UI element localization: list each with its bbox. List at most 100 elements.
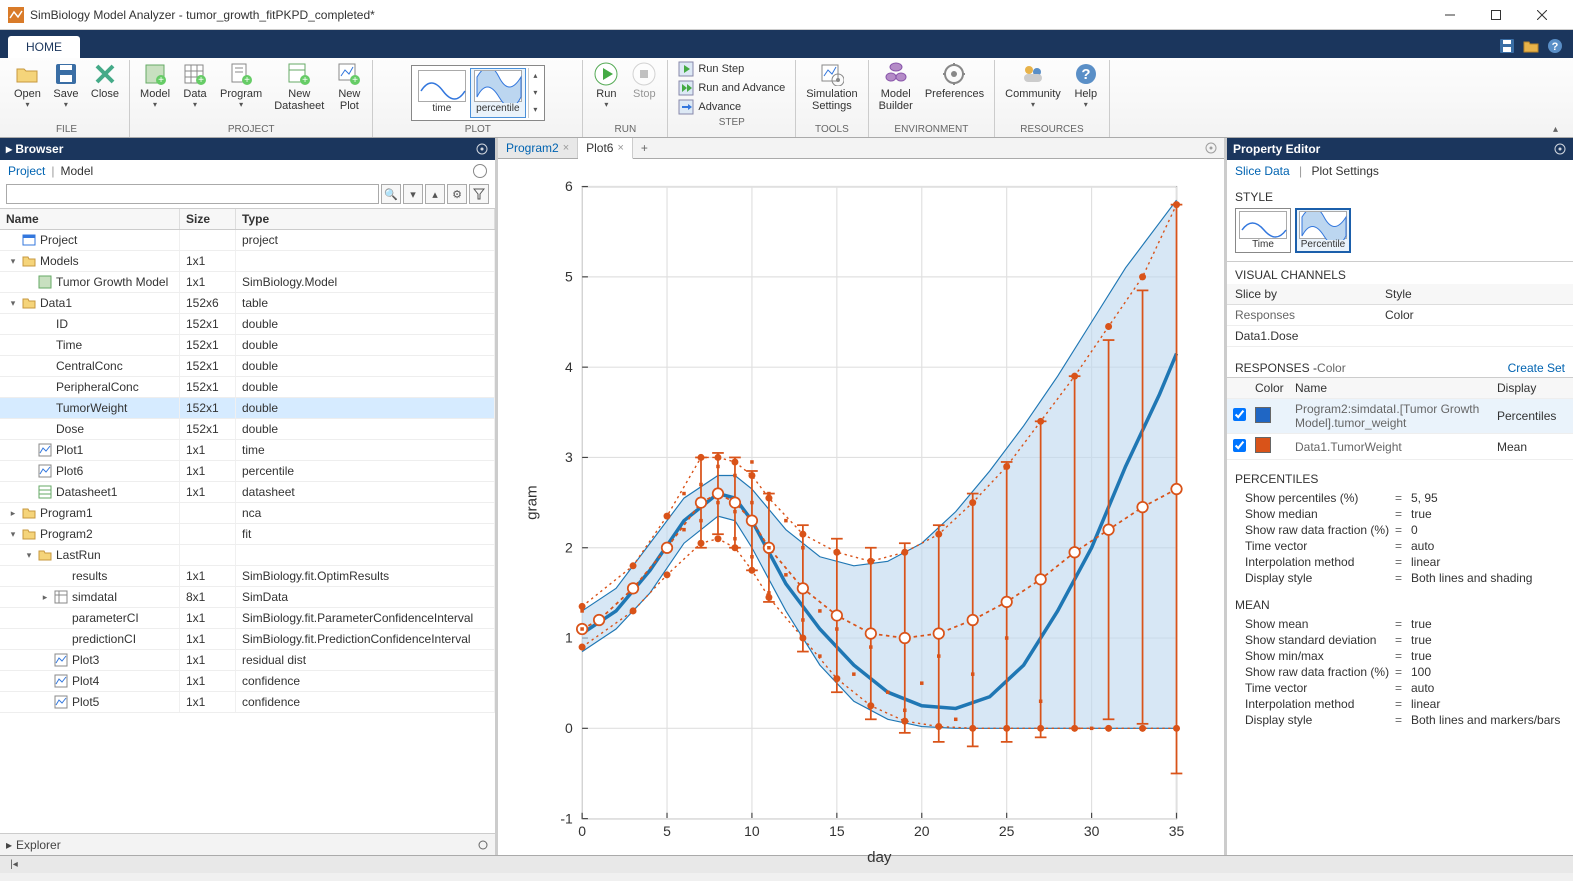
ribbon-collapse-icon[interactable]: ▴ xyxy=(1553,124,1558,135)
vc-row-dose[interactable]: Data1.Dose xyxy=(1227,326,1573,347)
gallery-percentile[interactable]: percentile xyxy=(470,68,526,118)
plot-area[interactable]: 05101520253035-10123456daygram xyxy=(498,159,1224,881)
browser-row[interactable]: ▸Program1nca xyxy=(0,503,495,524)
property-row[interactable]: Time vector=auto xyxy=(1235,680,1565,696)
close-button[interactable] xyxy=(1519,0,1565,30)
filter-dropdown-icon[interactable]: ▾ xyxy=(403,184,423,204)
property-row[interactable]: Show min/max=true xyxy=(1235,648,1565,664)
browser-row[interactable]: Plot11x1time xyxy=(0,440,495,461)
vc-row-responses[interactable]: ResponsesColor xyxy=(1227,305,1573,326)
gallery-time[interactable]: time xyxy=(414,68,470,118)
property-row[interactable]: Display style=Both lines and markers/bar… xyxy=(1235,712,1565,728)
browser-row[interactable]: Projectproject xyxy=(0,230,495,251)
save-button[interactable]: Save▾ xyxy=(49,60,83,111)
advance-button[interactable]: Advance xyxy=(674,98,789,116)
property-row[interactable]: Show mean=true xyxy=(1235,616,1565,632)
browser-row[interactable]: PeripheralConc152x1double xyxy=(0,377,495,398)
help-icon[interactable]: ? xyxy=(1547,38,1563,54)
explorer-gear-icon[interactable] xyxy=(477,839,489,851)
response-row[interactable]: Data1.TumorWeightMean xyxy=(1227,434,1573,460)
browser-tab-model[interactable]: Model xyxy=(60,164,93,178)
data-button[interactable]: +Data▾ xyxy=(178,60,212,111)
simulation-settings-button[interactable]: Simulation Settings xyxy=(802,60,861,114)
filter-up-icon[interactable]: ▴ xyxy=(425,184,445,204)
filter-funnel-icon[interactable] xyxy=(469,184,489,204)
pe-tab-plot[interactable]: Plot Settings xyxy=(1312,164,1379,178)
browser-search-input[interactable] xyxy=(6,184,379,204)
close-icon[interactable]: × xyxy=(617,142,623,154)
property-row[interactable]: Show raw data fraction (%)=100 xyxy=(1235,664,1565,680)
explorer-bar[interactable]: ▸Explorer xyxy=(0,833,495,855)
browser-row[interactable]: Plot41x1confidence xyxy=(0,671,495,692)
browser-row[interactable]: ▸simdataI8x1SimData xyxy=(0,587,495,608)
community-button[interactable]: Community▾ xyxy=(1001,60,1065,111)
property-row[interactable]: Display style=Both lines and shading xyxy=(1235,570,1565,586)
create-set-link[interactable]: Create Set xyxy=(1508,361,1565,375)
browser-row[interactable]: Tumor Growth Model1x1SimBiology.Model xyxy=(0,272,495,293)
tree-twisty-icon[interactable]: ▸ xyxy=(40,592,50,603)
run-advance-button[interactable]: Run and Advance xyxy=(674,79,789,97)
browser-row[interactable]: Plot51x1confidence xyxy=(0,692,495,713)
response-checkbox[interactable] xyxy=(1233,439,1246,452)
help-button[interactable]: ?Help▾ xyxy=(1069,60,1103,111)
tree-twisty-icon[interactable]: ▾ xyxy=(8,256,18,267)
browser-tab-project[interactable]: Project xyxy=(8,164,45,178)
property-row[interactable]: Show standard deviation=true xyxy=(1235,632,1565,648)
filter-settings-icon[interactable]: ⚙ xyxy=(447,184,467,204)
style-time-button[interactable]: Time xyxy=(1235,208,1291,253)
add-tab-button[interactable]: + xyxy=(633,138,656,158)
browser-row[interactable]: ▾Program2fit xyxy=(0,524,495,545)
model-builder-button[interactable]: Model Builder xyxy=(875,60,917,114)
tree-twisty-icon[interactable]: ▸ xyxy=(8,508,18,519)
color-swatch[interactable] xyxy=(1255,407,1271,423)
response-row[interactable]: Program2:simdataI.[Tumor Growth Model].t… xyxy=(1227,399,1573,434)
browser-row[interactable]: ▾Models1x1 xyxy=(0,251,495,272)
browser-row[interactable]: Plot31x1residual dist xyxy=(0,650,495,671)
model-button[interactable]: +Model▾ xyxy=(136,60,174,111)
preferences-button[interactable]: Preferences xyxy=(921,60,988,102)
style-percentile-button[interactable]: Percentile xyxy=(1295,208,1351,253)
home-tab[interactable]: HOME xyxy=(8,36,80,58)
browser-row[interactable]: Dose152x1double xyxy=(0,419,495,440)
browser-row[interactable]: results1x1SimBiology.fit.OptimResults xyxy=(0,566,495,587)
maximize-button[interactable] xyxy=(1473,0,1519,30)
browser-row[interactable]: Time152x1double xyxy=(0,335,495,356)
browser-row[interactable]: Datasheet11x1datasheet xyxy=(0,482,495,503)
browser-row[interactable]: Plot61x1percentile xyxy=(0,461,495,482)
browser-row[interactable]: CentralConc152x1double xyxy=(0,356,495,377)
gallery-scroll[interactable]: ▴▾▾ xyxy=(528,68,542,118)
doc-settings-icon[interactable] xyxy=(1204,141,1218,155)
property-row[interactable]: Show raw data fraction (%)=0 xyxy=(1235,522,1565,538)
pe-tab-slice[interactable]: Slice Data xyxy=(1235,164,1290,178)
browser-row[interactable]: TumorWeight152x1double xyxy=(0,398,495,419)
property-row[interactable]: Show median=true xyxy=(1235,506,1565,522)
browser-row[interactable]: ▾LastRun xyxy=(0,545,495,566)
status-prev-icon[interactable]: |◂ xyxy=(6,858,22,872)
response-checkbox[interactable] xyxy=(1233,408,1246,421)
panel-gear-icon[interactable] xyxy=(475,142,489,156)
minimize-button[interactable] xyxy=(1427,0,1473,30)
browser-row[interactable]: ID152x1double xyxy=(0,314,495,335)
tree-twisty-icon[interactable]: ▾ xyxy=(8,298,18,309)
property-row[interactable]: Interpolation method=linear xyxy=(1235,696,1565,712)
color-swatch[interactable] xyxy=(1255,437,1271,453)
doc-tab-program2[interactable]: Program2× xyxy=(498,138,578,158)
run-step-button[interactable]: Run Step xyxy=(674,60,789,78)
new-plot-button[interactable]: +New Plot xyxy=(332,60,366,114)
program-button[interactable]: +Program▾ xyxy=(216,60,266,111)
close-icon[interactable]: × xyxy=(563,142,569,154)
run-button[interactable]: Run▾ xyxy=(589,60,623,111)
browser-row[interactable]: ▾Data1152x6table xyxy=(0,293,495,314)
new-datasheet-button[interactable]: +New Datasheet xyxy=(270,60,328,114)
property-row[interactable]: Interpolation method=linear xyxy=(1235,554,1565,570)
folder-icon[interactable] xyxy=(1523,38,1539,54)
tree-twisty-icon[interactable]: ▾ xyxy=(8,529,18,540)
browser-row[interactable]: predictionCI1x1SimBiology.fit.Prediction… xyxy=(0,629,495,650)
open-button[interactable]: Open▾ xyxy=(10,60,45,111)
save-icon[interactable] xyxy=(1499,38,1515,54)
close-project-button[interactable]: Close xyxy=(87,60,123,102)
property-row[interactable]: Show percentiles (%)=5, 95 xyxy=(1235,490,1565,506)
panel-gear-icon[interactable] xyxy=(1553,142,1567,156)
stop-button[interactable]: Stop xyxy=(627,60,661,102)
browser-row[interactable]: parameterCI1x1SimBiology.fit.ParameterCo… xyxy=(0,608,495,629)
